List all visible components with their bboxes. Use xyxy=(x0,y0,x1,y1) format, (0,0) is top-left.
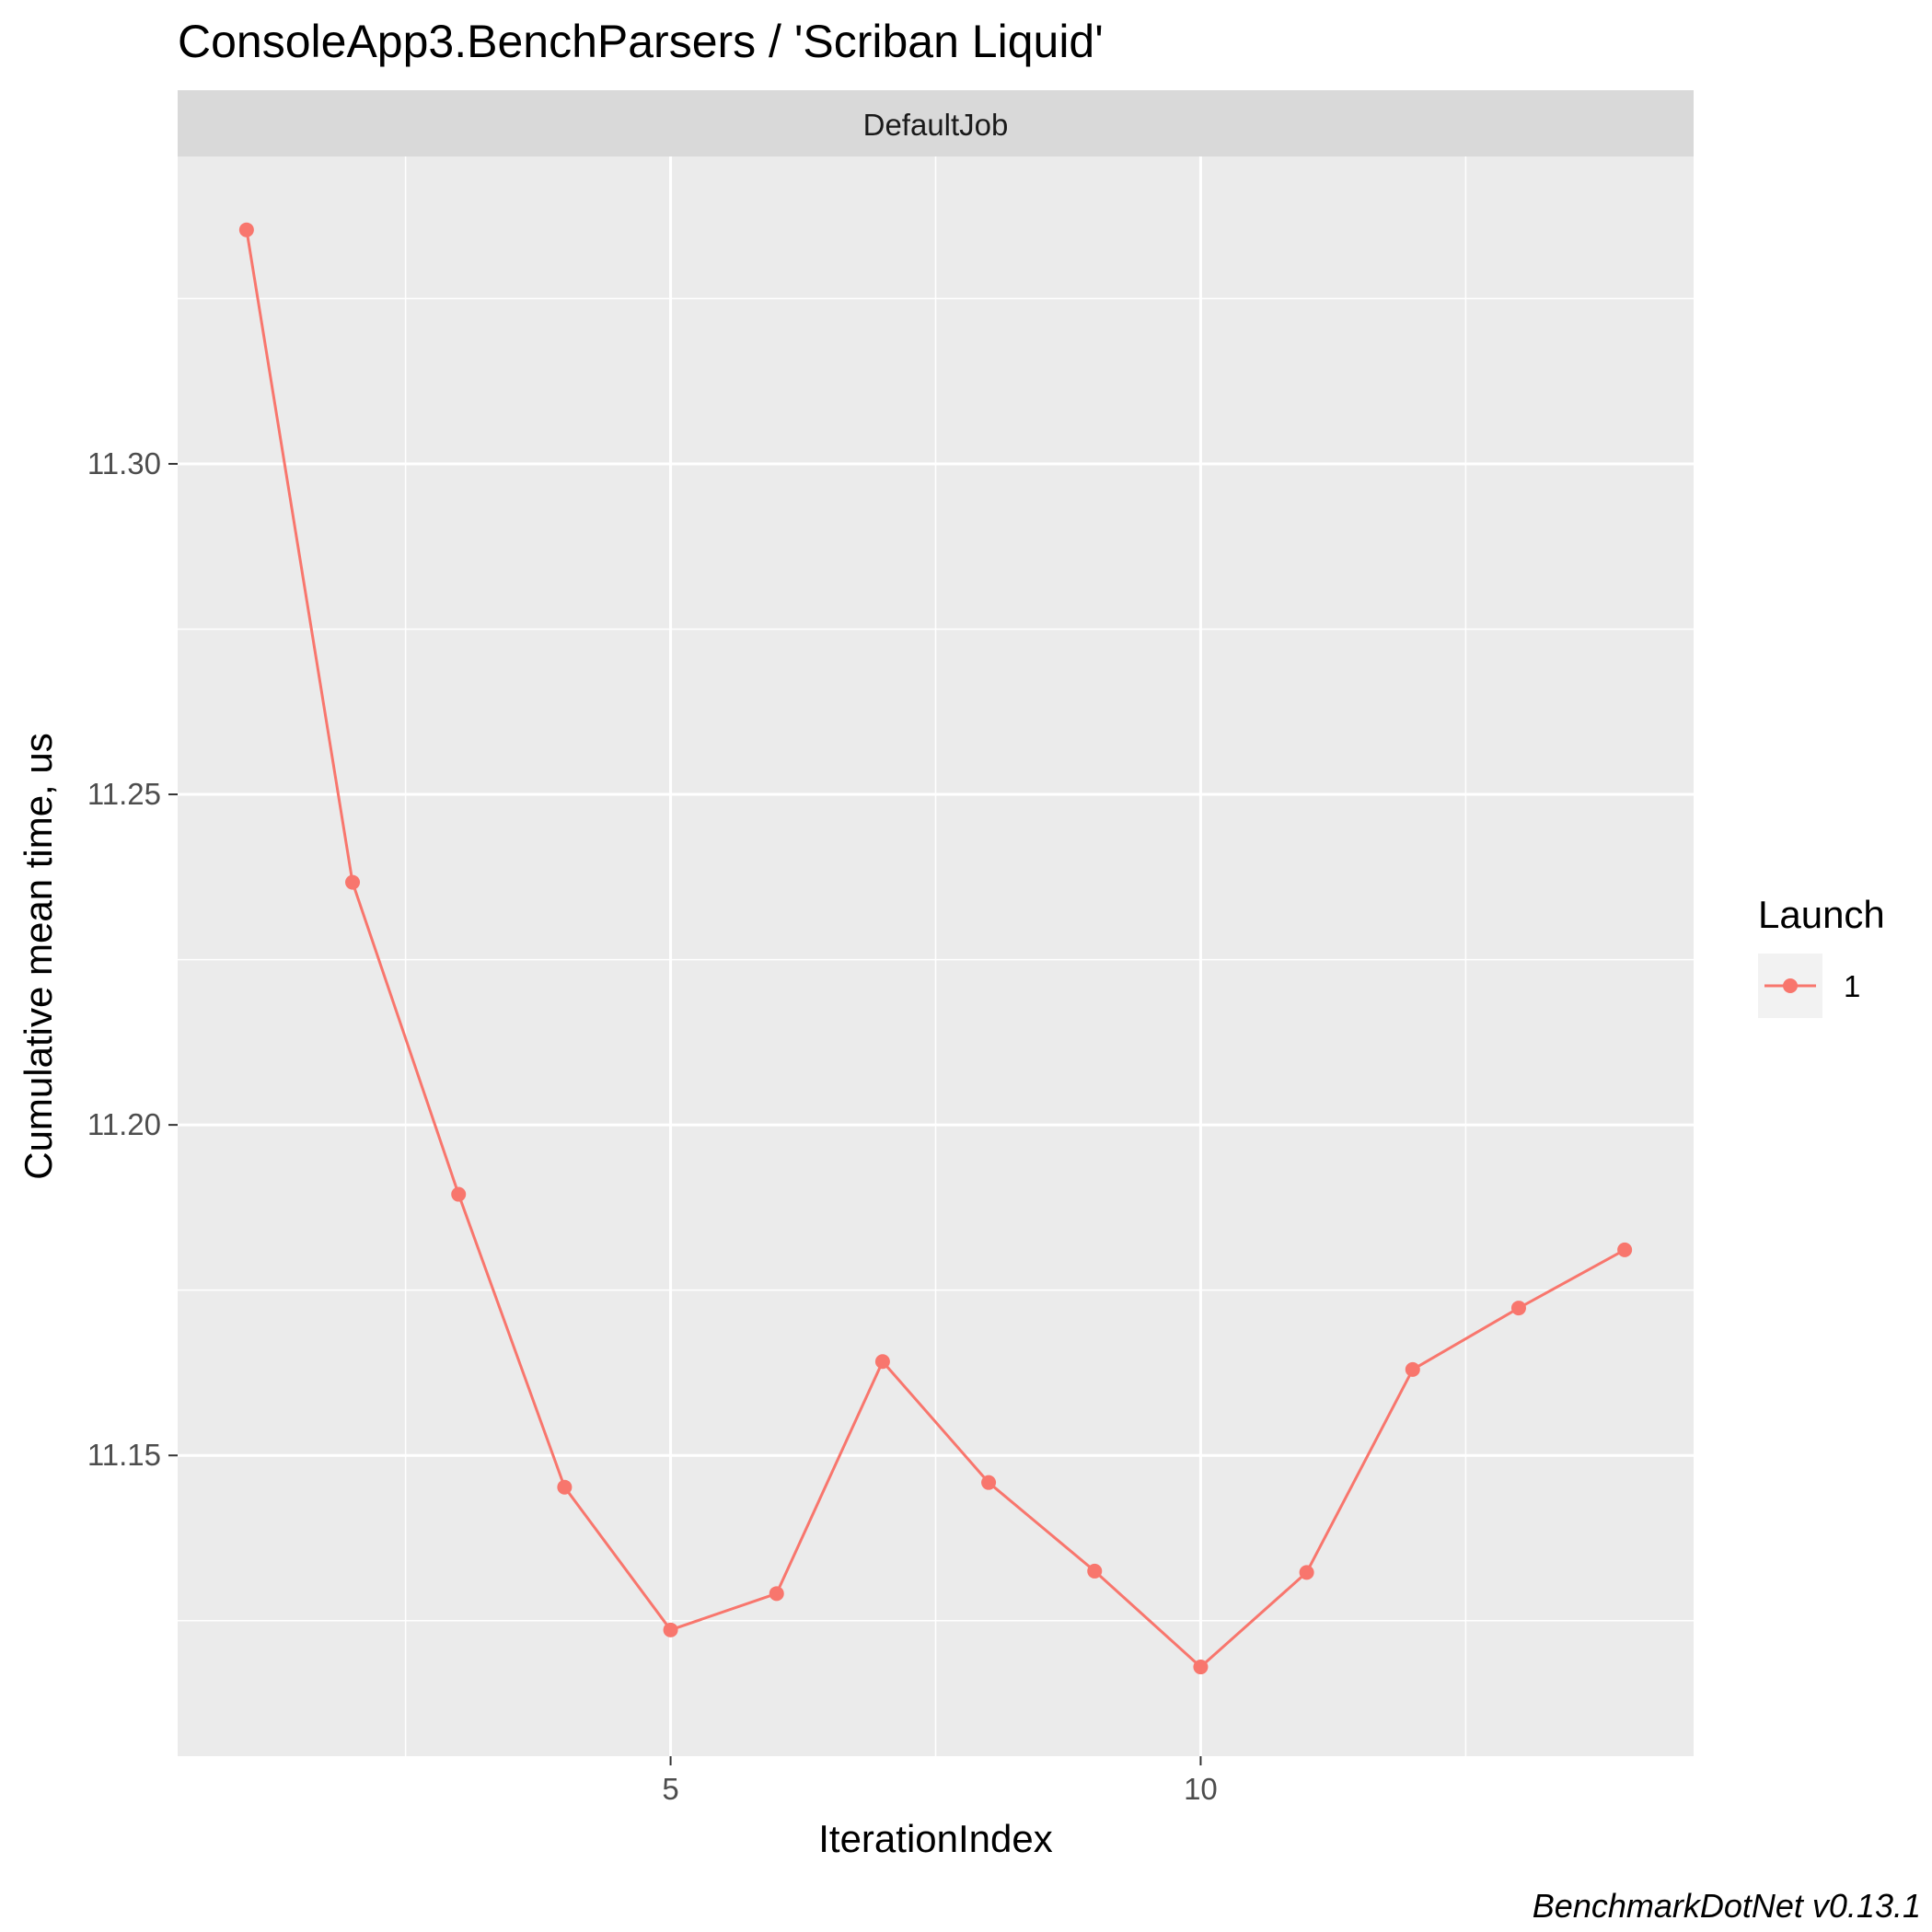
chart-title: ConsoleApp3.BenchParsers / 'Scriban Liqu… xyxy=(178,16,1104,67)
data-point xyxy=(451,1186,467,1202)
data-point xyxy=(1299,1565,1314,1580)
y-tick-label: 11.25 xyxy=(87,777,161,811)
data-point xyxy=(238,222,254,237)
y-tick-label: 11.15 xyxy=(87,1438,161,1472)
axes: 11.15 11.20 11.25 11.30 5 10 xyxy=(87,446,1218,1806)
series-layer xyxy=(238,222,1633,1675)
data-point xyxy=(1193,1660,1209,1675)
x-tick-label: 5 xyxy=(662,1772,678,1806)
y-tick-label: 11.20 xyxy=(87,1107,161,1141)
facet-strip-label: DefaultJob xyxy=(863,108,1009,142)
y-axis-title: Cumulative mean time, us xyxy=(17,733,60,1180)
data-point xyxy=(1405,1361,1420,1377)
data-point xyxy=(981,1475,997,1490)
grid-lines xyxy=(178,156,1694,1756)
caption: BenchmarkDotNet v0.13.1 xyxy=(1533,1887,1921,1925)
data-point xyxy=(345,874,361,890)
legend-entry-label: 1 xyxy=(1844,969,1860,1003)
data-point xyxy=(1087,1563,1103,1579)
legend: Launch 1 xyxy=(1758,893,1885,1018)
data-point xyxy=(874,1354,890,1370)
x-axis-title: IterationIndex xyxy=(818,1817,1053,1860)
legend-point-swatch xyxy=(1783,978,1798,993)
data-point xyxy=(663,1622,678,1637)
data-point xyxy=(1510,1301,1526,1316)
data-point xyxy=(557,1479,573,1495)
series-line xyxy=(245,229,1625,1669)
y-tick-label: 11.30 xyxy=(87,446,161,480)
x-tick-label: 10 xyxy=(1184,1772,1218,1806)
legend-title: Launch xyxy=(1758,893,1885,936)
data-point xyxy=(769,1586,784,1602)
facet-strip xyxy=(178,90,1694,156)
data-point xyxy=(1617,1242,1633,1257)
